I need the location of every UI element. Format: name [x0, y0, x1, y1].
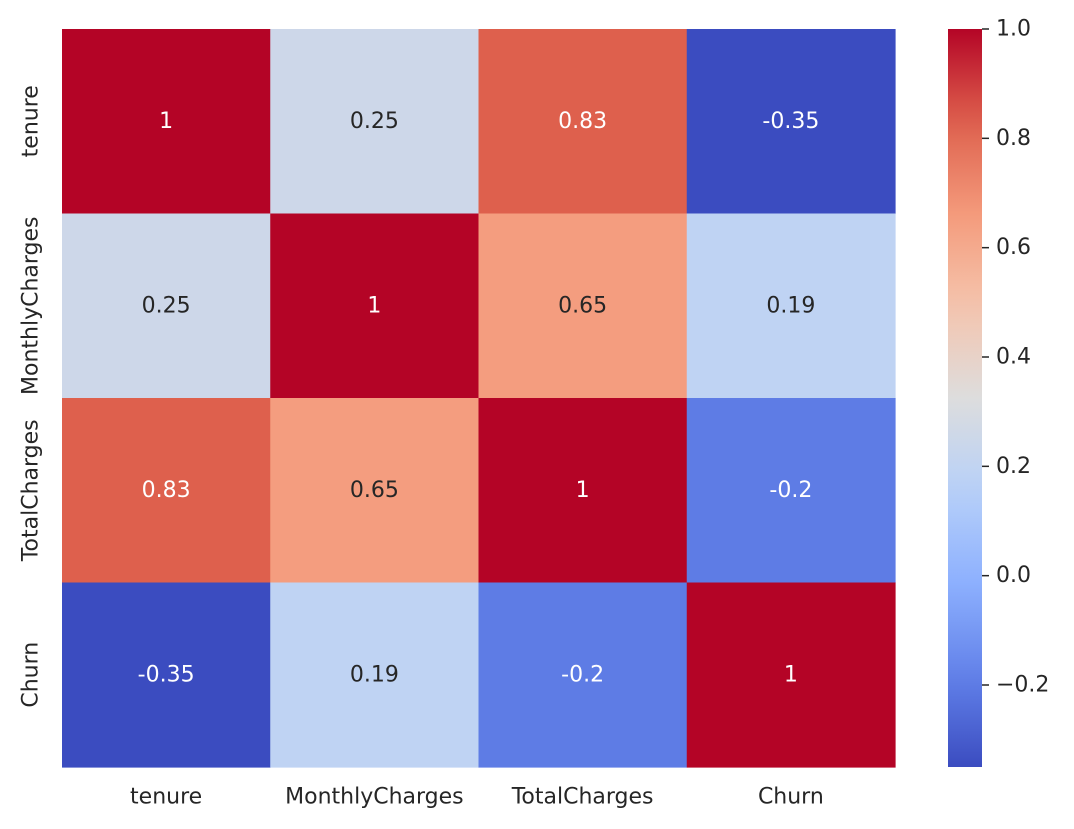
colorbar-tick-label-0: −0.2	[996, 673, 1049, 698]
heatmap-cells	[62, 29, 896, 768]
y-tick-label-2: TotalCharges	[19, 419, 44, 562]
heatmap-cell-1-2	[478, 213, 688, 399]
colorbar-gradient	[948, 29, 982, 767]
heatmap-cell-0-2	[478, 29, 688, 215]
x-tick-label-0: tenure	[130, 785, 202, 810]
heatmap-cell-label-0-0: 1	[159, 109, 173, 134]
colorbar-tick-label-2: 0.2	[996, 454, 1031, 479]
y-tick-label-0: tenure	[19, 85, 44, 157]
x-tick-label-2: TotalCharges	[511, 785, 654, 810]
heatmap-cell-2-3	[686, 398, 896, 584]
x-tick-label-1: MonthlyCharges	[285, 785, 464, 810]
heatmap-cell-3-3	[686, 582, 896, 768]
heatmap-cell-label-1-2: 0.65	[558, 293, 607, 318]
heatmap-cell-3-1	[270, 582, 480, 768]
heatmap-cell-label-1-1: 1	[367, 293, 381, 318]
heatmap-cell-label-2-1: 0.65	[350, 478, 399, 503]
x-axis-tick-labels: tenure MonthlyCharges TotalCharges Churn	[130, 785, 824, 810]
heatmap-cell-label-3-3: 1	[784, 662, 798, 687]
heatmap-cell-2-1	[270, 398, 480, 584]
heatmap-cell-3-2	[478, 582, 688, 768]
heatmap-cell-label-0-2: 0.83	[558, 109, 607, 134]
heatmap-cell-label-0-3: -0.35	[762, 109, 819, 134]
heatmap-cell-label-2-2: 1	[576, 478, 590, 503]
heatmap-cell-label-0-1: 0.25	[350, 109, 399, 134]
heatmap-cell-3-0	[62, 582, 271, 768]
colorbar-tick-label-1: 0.0	[996, 563, 1031, 588]
x-tick-label-3: Churn	[758, 785, 824, 810]
heatmap-cell-2-0	[62, 398, 271, 584]
colorbar-tick-label-5: 0.8	[996, 126, 1031, 151]
heatmap-cell-label-1-3: 0.19	[766, 293, 815, 318]
y-tick-label-1: MonthlyCharges	[19, 217, 44, 396]
colorbar-tick-label-6: 1.0	[996, 17, 1031, 42]
heatmap-cell-label-3-2: -0.2	[561, 662, 604, 687]
heatmap-cell-label-2-3: -0.2	[769, 478, 812, 503]
heatmap-cell-0-0	[62, 29, 271, 215]
y-tick-label-3: Churn	[19, 642, 44, 708]
heatmap-annotations: 1 0.25 0.83 -0.35 0.25 1 0.65 0.19 0.83 0.65 1 -0.2…	[138, 109, 820, 688]
heatmap-cell-label-1-0: 0.25	[142, 293, 191, 318]
heatmap-cell-1-3	[686, 213, 896, 399]
colorbar-tick-label-3: 0.4	[996, 345, 1031, 370]
heatmap-cell-0-3	[686, 29, 896, 215]
heatmap-cell-1-1	[270, 213, 480, 399]
heatmap-cell-label-2-0: 0.83	[142, 478, 191, 503]
heatmap-cell-0-1	[270, 29, 480, 215]
colorbar-tick-label-4: 0.6	[996, 235, 1031, 260]
heatmap-cell-2-2	[478, 398, 688, 584]
heatmap-cell-label-3-0: -0.35	[138, 662, 195, 687]
heatmap-cell-1-0	[62, 213, 271, 399]
y-axis-tick-labels: tenure MonthlyCharges TotalCharges Churn	[19, 85, 44, 708]
heatmap-cell-label-3-1: 0.19	[350, 662, 399, 687]
colorbar: −0.2 0.0 0.2 0.4 0.6 0.8 1.0	[948, 17, 1049, 767]
